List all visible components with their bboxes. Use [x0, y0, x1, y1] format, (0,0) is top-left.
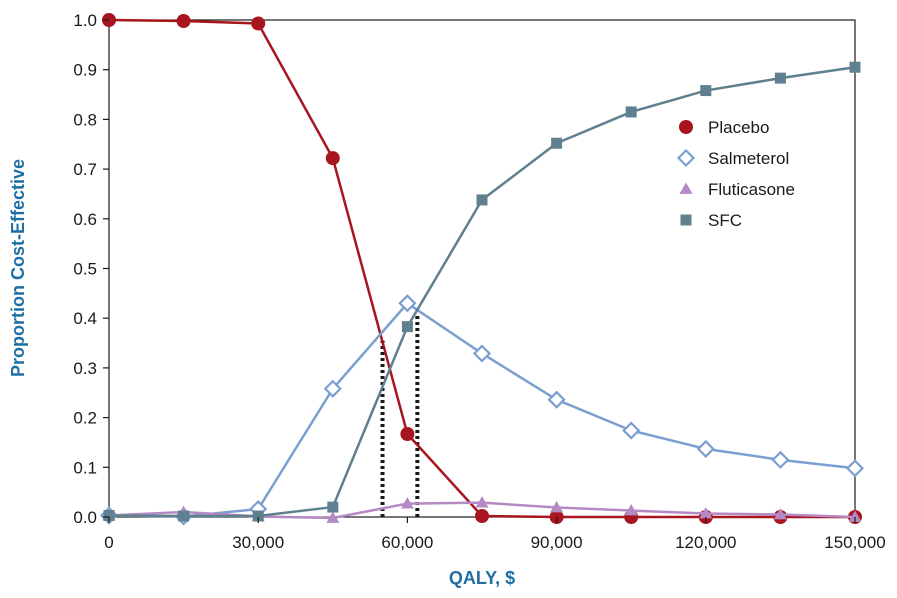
y-axis-title: Proportion Cost-Effective: [8, 159, 28, 377]
legend-label-sfc: SFC: [708, 211, 742, 230]
salmeterol-point: [323, 379, 342, 398]
y-tick-label: 0.1: [73, 458, 97, 477]
placebo-point: [176, 13, 191, 28]
sfc-point: [178, 510, 190, 522]
placebo-point: [400, 427, 415, 442]
placebo-point: [251, 16, 266, 31]
sfc-point: [252, 510, 264, 522]
y-tick-label: 1.0: [73, 11, 97, 30]
salmeterol-point: [622, 421, 641, 440]
y-tick-label: 0.8: [73, 110, 97, 129]
x-tick-label: 150,000: [824, 533, 885, 552]
salmeterol-point: [398, 294, 417, 313]
y-tick-label: 0.2: [73, 409, 97, 428]
legend-marker-fluticasone: [679, 182, 693, 194]
fluticasone-point: [624, 504, 638, 516]
plot-area-frame: [108, 19, 856, 518]
placebo-point: [325, 151, 340, 166]
y-tick-label: 0.0: [73, 508, 97, 527]
x-tick-label: 120,000: [675, 533, 736, 552]
y-tick-label: 0.9: [73, 61, 97, 80]
y-axis-ticks: 0.0 0.1 0.2 0.3 0.4 0.5 0.6 0.7 0.8 0.9 1.0: [73, 11, 109, 527]
fluticasone-point: [400, 497, 414, 509]
y-tick-label: 0.3: [73, 359, 97, 378]
legend: Placebo Salmeterol Fluticasone SFC: [676, 118, 795, 230]
fluticasone-point: [848, 510, 862, 522]
sfc-point: [774, 72, 786, 84]
legend-marker-salmeterol: [676, 148, 696, 168]
salmeterol-point: [696, 439, 715, 458]
salmeterol-line: [108, 302, 856, 518]
legend-label-placebo: Placebo: [708, 118, 769, 137]
salmeterol-point: [771, 450, 790, 469]
series-salmeterol: [99, 294, 865, 526]
sfc-point: [551, 137, 563, 149]
sfc-point: [625, 106, 637, 118]
sfc-point: [700, 85, 712, 97]
fluticasone-point: [475, 496, 489, 508]
x-tick-label: 0: [104, 533, 113, 552]
salmeterol-point: [547, 390, 566, 409]
series-layer: [99, 13, 865, 526]
fluticasone-point: [550, 501, 564, 513]
x-tick-label: 60,000: [381, 533, 433, 552]
fluticasone-point: [326, 511, 340, 523]
y-tick-label: 0.6: [73, 210, 97, 229]
fluticasone-point: [699, 507, 713, 519]
legend-marker-placebo: [679, 120, 693, 134]
series-placebo: [102, 13, 862, 524]
placebo-line: [108, 18, 855, 519]
sfc-point: [476, 194, 488, 206]
legend-marker-sfc: [680, 214, 692, 226]
x-tick-label: 30,000: [232, 533, 284, 552]
series-sfc: [103, 61, 861, 522]
salmeterol-point: [472, 344, 492, 363]
legend-label-salmeterol: Salmeterol: [708, 149, 789, 168]
y-tick-label: 0.7: [73, 160, 97, 179]
y-tick-label: 0.4: [73, 309, 97, 328]
y-tick-label: 0.5: [73, 260, 97, 279]
salmeterol-point: [845, 459, 865, 478]
x-axis-ticks: 0 30,000 60,000 90,000 120,000 150,000: [104, 517, 886, 552]
x-axis-title: QALY, $: [449, 568, 515, 588]
x-tick-label: 90,000: [531, 533, 583, 552]
sfc-point: [103, 510, 115, 522]
legend-label-fluticasone: Fluticasone: [708, 180, 795, 199]
sfc-point: [849, 61, 861, 73]
sfc-point: [401, 321, 413, 333]
sfc-point: [327, 501, 339, 513]
annotation-lines: [380, 313, 420, 517]
fluticasone-point: [773, 508, 787, 520]
placebo-point: [475, 509, 489, 524]
